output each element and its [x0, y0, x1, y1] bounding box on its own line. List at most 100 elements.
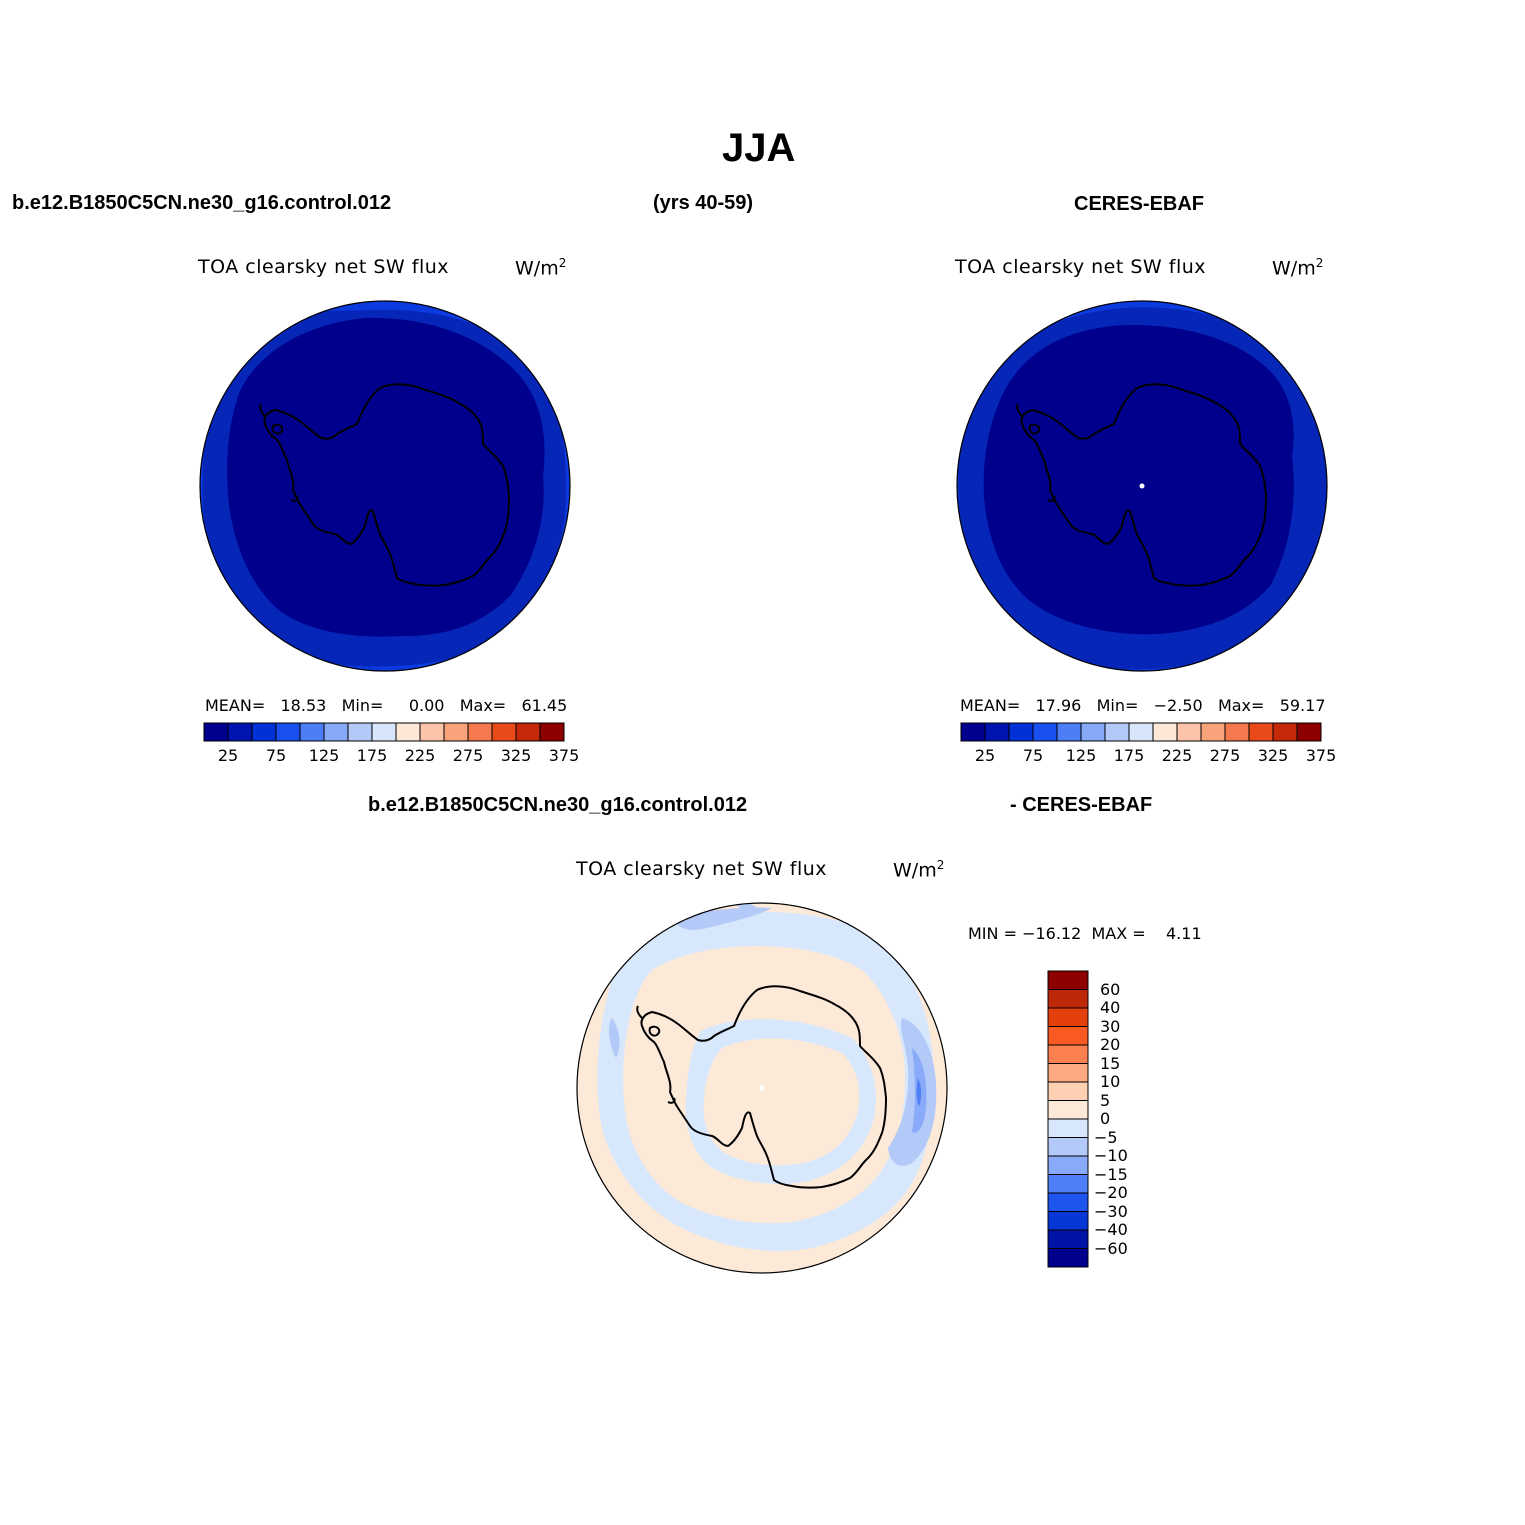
obs-colorbar-box — [1152, 722, 1178, 742]
obs-colorbar-box — [1248, 722, 1274, 742]
diff-colorbar-tick: 10 — [1100, 1072, 1121, 1091]
obs-colorbar-box — [1032, 722, 1058, 742]
model-min-label: Min= — [341, 696, 384, 715]
diff-colorbar-box — [1047, 989, 1089, 1009]
model-map-border — [199, 300, 571, 672]
obs-map-border — [956, 300, 1328, 672]
model-colorbar-box — [275, 722, 301, 742]
diff-units-exp: 2 — [936, 858, 945, 872]
obs-colorbar — [960, 722, 1322, 742]
obs-min-label: Min= — [1096, 696, 1139, 715]
obs-colorbar-box — [960, 722, 986, 742]
model-colorbar-tick: 25 — [217, 746, 239, 765]
model-units-base: W/m — [515, 257, 559, 280]
obs-colorbar-box — [1200, 722, 1226, 742]
diff-colorbar-box — [1047, 1192, 1089, 1212]
obs-colorbar-tick: 175 — [1113, 746, 1145, 765]
diff-colorbar-tick: 15 — [1100, 1053, 1121, 1073]
diff-colorbar-ticks: 60 40 30 20 15 10 5 0 −5 −10 −15 −20 −30 −40 −60 — [1094, 970, 1154, 1268]
obs-peninsula-islands — [958, 403, 1056, 502]
diff-colorbar-tick: −20 — [1094, 1183, 1128, 1202]
diff-colorbar-tick: 5 — [1100, 1090, 1111, 1110]
diff-colorbar-tick: −40 — [1094, 1220, 1128, 1239]
diff-colorbar-box — [1047, 970, 1089, 990]
obs-colorbar-box — [1056, 722, 1082, 742]
obs-max-label: Max= — [1217, 696, 1265, 715]
obs-units-exp: 2 — [1315, 256, 1324, 270]
diff-colorbar-box — [1047, 1007, 1089, 1027]
model-mean-label: MEAN= — [205, 696, 266, 715]
diff-left-patch — [609, 1018, 620, 1058]
diff-pole-dot — [759, 1085, 765, 1091]
diff-colorbar-box — [1047, 1174, 1089, 1194]
diff-antarctica-coast — [640, 985, 888, 1189]
obs-colorbar-tick: 75 — [1022, 746, 1044, 765]
diff-colorbar-tick: 20 — [1100, 1035, 1121, 1054]
model-colorbar-ticks: 25 75 125 175 225 275 325 375 — [203, 746, 579, 766]
diff-colorbar-box — [1047, 1248, 1089, 1268]
model-units: W/m2 — [515, 256, 566, 279]
model-units-exp: 2 — [558, 256, 567, 270]
obs-mean-value: 17.96 — [1035, 696, 1082, 715]
diff-colorbar-tick: 40 — [1100, 998, 1121, 1017]
diff-variable-label: TOA clearsky net SW flux — [576, 858, 828, 880]
diff-colorbar-box — [1047, 1081, 1089, 1101]
diff-obs-label: - CERES-EBAF — [1010, 794, 1153, 816]
obs-colorbar-ticks: 25 75 125 175 225 275 325 375 — [960, 746, 1336, 766]
model-colorbar-box — [323, 722, 349, 742]
diff-right-patch-mid — [888, 1018, 937, 1166]
obs-colorbar-box — [1272, 722, 1298, 742]
diff-colorbar-tick: 30 — [1100, 1016, 1121, 1036]
model-colorbar-tick: 225 — [404, 746, 436, 765]
model-colorbar-tick: 175 — [356, 746, 388, 765]
obs-antarctica-coast — [1020, 383, 1268, 587]
years-label: (yrs 40-59) — [653, 192, 754, 214]
diff-map-border — [576, 902, 948, 1274]
model-colorbar-box — [347, 722, 373, 742]
diff-colorbar-tick: −60 — [1094, 1238, 1128, 1258]
model-colorbar-box — [227, 722, 253, 742]
diff-units-base: W/m — [893, 859, 937, 882]
obs-variable-label: TOA clearsky net SW flux — [955, 256, 1207, 278]
diff-colorbar-box — [1047, 1137, 1089, 1157]
diff-colorbar-tick: −5 — [1094, 1127, 1118, 1147]
obs-label: CERES-EBAF — [1074, 193, 1205, 215]
obs-colorbar-box — [1008, 722, 1034, 742]
obs-units: W/m2 — [1272, 256, 1323, 279]
model-colorbar — [203, 722, 565, 742]
obs-colorbar-box — [1296, 722, 1322, 742]
figure-title: JJA — [722, 126, 796, 170]
obs-pole-dot — [1139, 483, 1145, 489]
diff-colorbar-box — [1047, 1044, 1089, 1064]
model-colorbar-box — [203, 722, 229, 742]
diff-right-patch-core — [916, 1078, 922, 1106]
model-max-label: Max= — [459, 696, 507, 715]
diff-colorbar-box — [1047, 1229, 1089, 1249]
diff-inner-ring — [685, 1019, 876, 1184]
model-colorbar-tick: 75 — [265, 746, 287, 765]
diff-bottom-patch — [682, 1208, 762, 1235]
model-colorbar-tick: 375 — [548, 746, 580, 765]
model-colorbar-box — [467, 722, 493, 742]
model-colorbar-box — [515, 722, 541, 742]
model-colorbar-box — [395, 722, 421, 742]
diff-colorbar-box — [1047, 1211, 1089, 1231]
diff-colorbar-box — [1047, 1118, 1089, 1138]
model-colorbar-box — [371, 722, 397, 742]
diff-colorbar-box — [1047, 1026, 1089, 1046]
model-variable-label: TOA clearsky net SW flux — [198, 256, 450, 278]
model-colorbar-box — [491, 722, 517, 742]
diff-colorbar-tick: −15 — [1094, 1164, 1128, 1184]
obs-max-value: 59.17 — [1279, 696, 1326, 715]
model-peninsula-islands — [201, 403, 299, 502]
diff-colorbar-box — [1047, 1063, 1089, 1083]
model-colorbar-box — [419, 722, 445, 742]
obs-colorbar-box — [984, 722, 1010, 742]
model-colorbar-box — [443, 722, 469, 742]
model-colorbar-tick: 125 — [308, 746, 340, 765]
model-max-value: 61.45 — [521, 696, 568, 715]
obs-deep-region — [983, 325, 1294, 635]
model-min-value: 0.00 — [408, 696, 445, 715]
diff-peninsula-islands — [578, 1005, 676, 1104]
model-stats: MEAN= 18.53 Min= 0.00 Max= 61.45 — [205, 696, 567, 715]
